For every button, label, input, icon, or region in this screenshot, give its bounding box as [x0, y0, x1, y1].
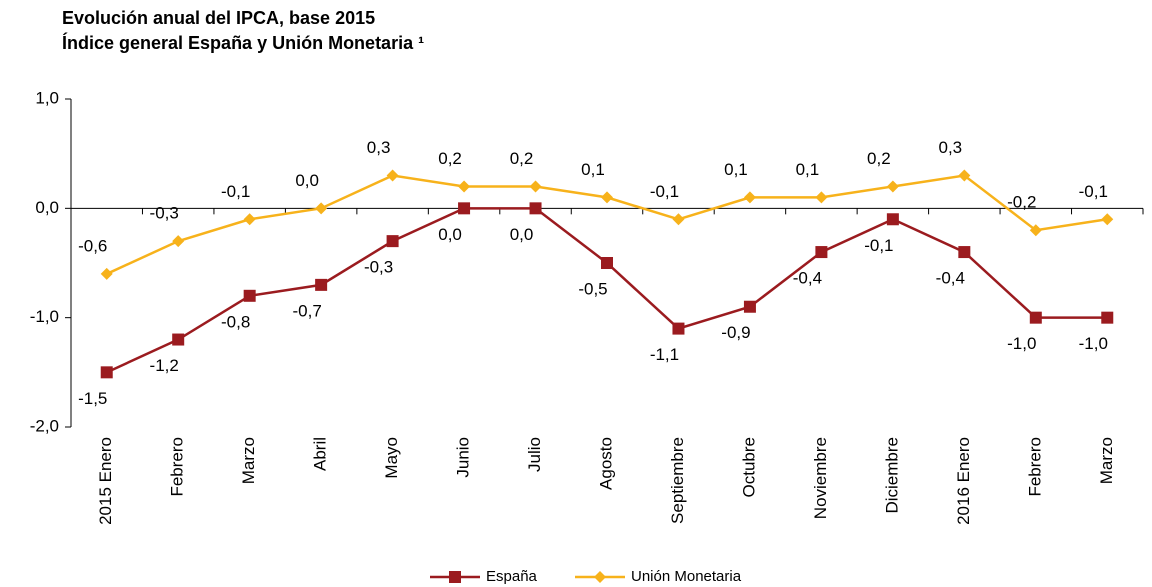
- x-tick-label: Diciembre: [882, 437, 901, 514]
- data-label: -0,7: [292, 301, 321, 320]
- data-label: -0,3: [150, 204, 179, 223]
- data-label: -0,1: [221, 182, 250, 201]
- marker: [386, 235, 399, 248]
- data-label: 0,0: [295, 171, 319, 190]
- marker: [243, 213, 256, 226]
- x-tick-label: 2015 Enero: [96, 437, 115, 525]
- data-label: -0,9: [721, 323, 750, 342]
- data-label: -1,0: [1079, 334, 1108, 353]
- x-tick-label: Mayo: [382, 437, 401, 479]
- y-tick-label: 0,0: [35, 198, 59, 217]
- y-tick-label: -1,0: [30, 307, 59, 326]
- data-label: 0,2: [867, 149, 891, 168]
- x-tick-label: Marzo: [1097, 437, 1116, 484]
- marker: [886, 213, 899, 226]
- legend-label: Unión Monetaria: [631, 568, 742, 585]
- marker: [594, 571, 606, 583]
- y-tick-label: -2,0: [30, 416, 59, 435]
- data-label: 0,1: [581, 160, 605, 179]
- data-label: -0,1: [864, 236, 893, 255]
- x-tick-label: Septiembre: [668, 437, 687, 524]
- data-label: -1,0: [1007, 334, 1036, 353]
- data-label: -1,2: [150, 356, 179, 375]
- marker: [315, 202, 328, 215]
- marker: [529, 202, 542, 215]
- marker: [886, 180, 899, 193]
- data-label: -0,5: [578, 279, 607, 298]
- data-label: -1,1: [650, 345, 679, 364]
- marker: [958, 169, 971, 182]
- marker: [743, 191, 756, 204]
- x-tick-label: Febrero: [1025, 437, 1044, 497]
- x-tick-label: Julio: [525, 437, 544, 472]
- x-tick-label: Marzo: [239, 437, 258, 484]
- marker: [672, 213, 685, 226]
- marker: [315, 278, 328, 291]
- data-label: -0,8: [221, 312, 250, 331]
- marker: [601, 257, 613, 269]
- chart-subtitle: Índice general España y Unión Monetaria …: [62, 32, 424, 53]
- x-tick-label: Febrero: [168, 437, 187, 497]
- data-label: -0,1: [650, 182, 679, 201]
- marker: [1101, 213, 1114, 226]
- data-label: 0,1: [796, 160, 820, 179]
- marker: [172, 333, 185, 346]
- data-label: 0,2: [510, 149, 534, 168]
- marker: [672, 322, 685, 335]
- marker: [1029, 224, 1042, 237]
- marker: [100, 267, 113, 280]
- data-label: 0,1: [724, 160, 748, 179]
- marker: [529, 180, 542, 193]
- x-tick-label: 2016 Enero: [954, 437, 973, 525]
- x-tick-label: Agosto: [596, 437, 615, 490]
- marker: [100, 366, 113, 379]
- x-tick-label: Noviembre: [811, 437, 830, 519]
- y-tick-label: 1,0: [35, 88, 59, 107]
- marker: [815, 246, 828, 259]
- x-tick-label: Junio: [454, 437, 473, 478]
- data-label: -0,6: [78, 236, 107, 255]
- chart-title: Evolución anual del IPCA, base 2015: [62, 8, 375, 28]
- data-label: -1,5: [78, 389, 107, 408]
- marker: [743, 300, 756, 313]
- legend-label: España: [486, 568, 538, 585]
- marker: [243, 289, 256, 302]
- data-label: 0,2: [438, 149, 462, 168]
- marker: [1101, 311, 1114, 324]
- data-label: -0,1: [1079, 182, 1108, 201]
- data-label: 0,0: [510, 225, 534, 244]
- marker: [449, 571, 461, 583]
- marker: [1029, 311, 1042, 324]
- data-label: 0,3: [367, 138, 391, 157]
- marker: [601, 191, 613, 204]
- data-label: 0,3: [939, 138, 963, 157]
- data-label: 0,0: [438, 225, 462, 244]
- marker: [815, 191, 828, 204]
- marker: [458, 180, 471, 193]
- x-tick-label: Octubre: [739, 437, 758, 497]
- marker: [386, 169, 399, 182]
- data-label: -0,4: [793, 269, 822, 288]
- x-tick-label: Abril: [311, 437, 330, 471]
- marker: [172, 235, 185, 248]
- data-label: -0,3: [364, 258, 393, 277]
- marker: [958, 246, 971, 259]
- data-label: -0,2: [1007, 193, 1036, 212]
- data-label: -0,4: [936, 269, 965, 288]
- marker: [458, 202, 471, 215]
